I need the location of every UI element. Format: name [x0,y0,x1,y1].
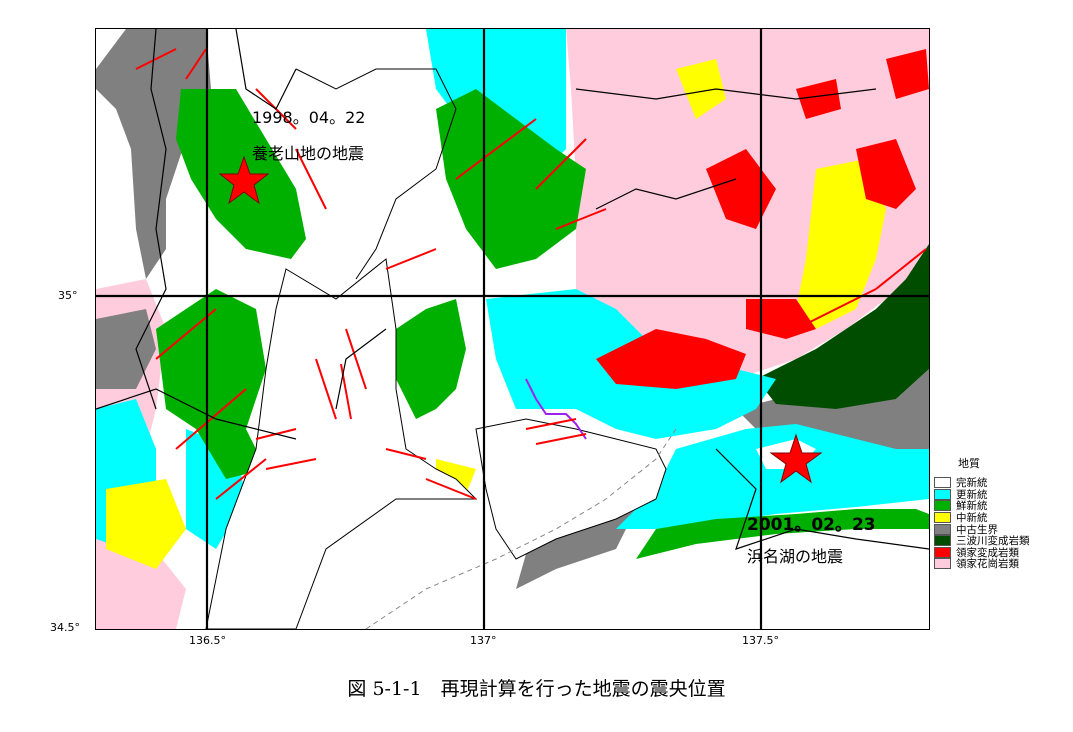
admin-boundaries [96,29,929,550]
legend-title: 地質 [958,457,980,470]
pliocene-south-coast [636,509,929,559]
figure-caption: 図 5-1-1 再現計算を行った地震の震央位置 [347,678,726,700]
epicenter-2-name: 浜名湖の地震 [747,547,844,566]
pliocene-chita [396,299,466,419]
epicenter-1-name: 養老山地の地震 [252,144,365,163]
x-tick-label: 136.5° [189,634,226,647]
x-tick-label: 137° [470,634,497,647]
paleozoic-belt-west-2 [96,309,156,389]
legend-label: 領家花崗岩類 [956,558,1019,571]
legend-swatch [934,523,951,535]
epicenter-2-date: 2001。02。23 [747,515,876,535]
legend-item: 中新統 [934,512,1070,524]
mikawa-bay [475,418,667,560]
river-trace [525,378,587,440]
legend-item: 領家花崗岩類 [934,558,1070,570]
miocene-west [106,479,186,569]
legend-swatch [934,500,951,512]
legend-swatch [934,558,951,570]
legend-swatch [934,512,951,524]
graticule [96,29,929,629]
legend-label: 中古生界 [956,523,998,536]
ryoke-metamorphic-4 [856,139,916,209]
geologic-map [95,28,930,630]
ise-bay [205,258,478,629]
legend-label: 領家変成岩類 [956,546,1019,559]
legend-label: 更新統 [956,488,988,501]
pliocene-west-lower [156,289,266,479]
legend-item: 領家変成岩類 [934,546,1070,559]
legend-item: 鮮新統 [934,500,1070,512]
ryoke-metamorphic-3 [746,299,816,339]
legend-item: 完新統 [934,477,1070,489]
legend-item: 中古生界 [934,523,1070,536]
legend-item: 更新統 [934,488,1070,501]
legend-swatch [934,546,951,558]
epicenter-1-date: 1998。04。22 [252,108,366,127]
ryoke-metamorphic-6 [796,79,841,119]
ryoke-metamorphic-2 [596,329,746,389]
legend-label: 鮮新統 [956,500,988,513]
legend-label: 中新統 [956,512,988,525]
miocene-east [796,159,886,329]
legend-label: 完新統 [956,477,988,490]
legend-swatch [934,535,951,547]
legend-swatch [934,477,951,489]
map-canvas [96,29,929,629]
legend-item: 三波川変成岩類 [934,535,1070,547]
x-tick-label: 137.5° [742,634,779,647]
star-icon [218,155,270,205]
legend-swatch [934,488,951,500]
nobi-plain-outline [295,68,457,280]
pliocene-owari [436,89,586,269]
legend-list: 完新統 更新統 鮮新統 中新統 中古生界 三波川変成岩類 領家変成岩類 領家花崗岩類 [934,477,1070,570]
granite-area-southwest [96,539,186,629]
miocene-north [676,59,726,119]
y-tick-label: 34.5° [50,621,80,634]
legend-label: 三波川変成岩類 [956,535,1030,548]
ryoke-metamorphic-1 [706,149,776,229]
legend: 地質 完新統 更新統 鮮新統 中新統 中古生界 三波川変成岩類 領家変成岩類 領家花崗岩類 [934,455,1070,570]
ryoke-metamorphic-5 [886,49,929,99]
dashed-boundary [365,428,677,629]
y-tick-label: 35° [58,289,78,302]
sanbagawa-belt [756,244,929,409]
star-icon [769,433,823,484]
pleistocene-south-coast [616,424,929,529]
